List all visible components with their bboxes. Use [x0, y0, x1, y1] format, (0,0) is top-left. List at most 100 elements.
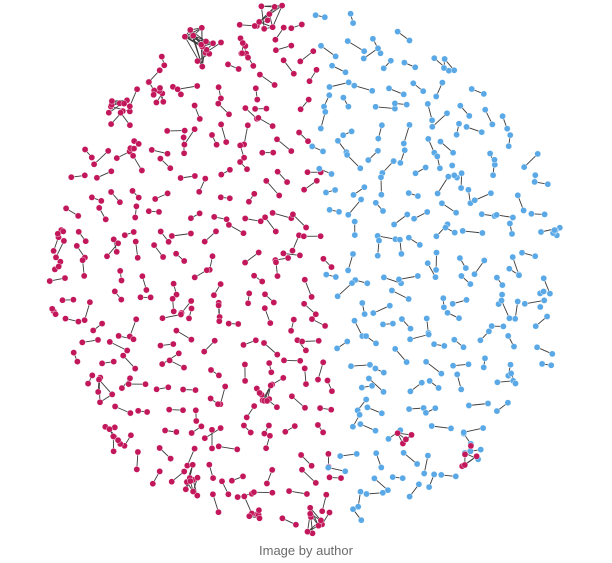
graph-node-72 — [468, 85, 476, 93]
graph-node-477 — [273, 351, 281, 358]
graph-node-660 — [209, 474, 217, 482]
graph-node-466 — [130, 335, 137, 343]
graph-node-495 — [504, 332, 512, 340]
graph-node-340 — [433, 249, 440, 256]
graph-node-456 — [488, 322, 496, 330]
graph-node-239 — [62, 205, 70, 212]
graph-node-392 — [118, 296, 125, 303]
graph-node-551 — [301, 365, 309, 372]
graph-node-330 — [296, 252, 304, 259]
graph-node-237 — [520, 207, 527, 214]
graph-node-190 — [356, 164, 364, 172]
graph-node-132 — [478, 128, 486, 136]
graph-node-746 — [130, 145, 138, 152]
graph-node-320 — [159, 253, 167, 261]
graph-node-786 — [461, 451, 469, 458]
graph-node-238 — [74, 212, 82, 220]
graph-node-5 — [287, 24, 295, 32]
graph-node-389 — [70, 296, 77, 304]
graph-node-524 — [422, 358, 430, 366]
graph-node-499 — [70, 349, 77, 356]
graph-node-563 — [453, 371, 461, 378]
graph-node-777 — [306, 510, 314, 518]
graph-node-98 — [424, 100, 432, 108]
graph-node-260 — [379, 207, 387, 215]
graph-node-567 — [507, 370, 515, 377]
graph-node-106 — [126, 121, 134, 129]
graph-node-342 — [456, 254, 464, 262]
graph-node-553 — [324, 377, 331, 384]
graph-node-280 — [130, 228, 137, 236]
graph-node-566 — [512, 380, 519, 387]
graph-node-196 — [436, 164, 444, 172]
graph-node-104 — [107, 120, 115, 128]
graph-node-517 — [314, 376, 322, 383]
graph-node-68 — [409, 80, 417, 87]
graph-node-584 — [327, 406, 335, 414]
graph-node-86 — [263, 105, 270, 112]
graph-node-438 — [234, 320, 242, 328]
graph-node-805 — [544, 180, 552, 188]
graph-node-575 — [192, 417, 200, 425]
graph-node-259 — [357, 196, 365, 203]
graph-node-126 — [406, 121, 413, 129]
graph-node-569 — [127, 409, 134, 417]
graph-node-418 — [463, 296, 470, 304]
graph-node-427 — [62, 315, 69, 322]
graph-node-429 — [89, 327, 97, 334]
graph-node-635 — [208, 426, 216, 434]
graph-node-244 — [155, 208, 163, 216]
graph-node-813 — [540, 288, 547, 295]
graph-node-264 — [423, 208, 431, 216]
graph-node-561 — [426, 377, 433, 385]
graph-node-807 — [531, 178, 538, 186]
graph-node-670 — [341, 467, 349, 475]
graph-node-73 — [480, 90, 488, 98]
graph-node-482 — [343, 338, 351, 345]
graph-node-316 — [103, 252, 111, 260]
graph-node-448 — [379, 321, 387, 328]
graph-node-587 — [362, 396, 370, 403]
graph-node-157 — [334, 137, 342, 145]
graph-node-623 — [447, 425, 455, 432]
graph-node-722 — [269, 23, 276, 31]
graph-node-257 — [335, 208, 343, 216]
graph-node-394 — [137, 293, 144, 301]
graph-node-742 — [238, 49, 246, 57]
graph-node-251 — [257, 217, 265, 225]
graph-node-672 — [371, 475, 378, 482]
graph-node-473 — [200, 348, 208, 355]
graph-node-186 — [304, 168, 311, 176]
graph-node-203 — [534, 150, 542, 158]
graph-node-59 — [256, 71, 264, 78]
graph-node-191 — [343, 151, 351, 159]
graph-node-333 — [328, 263, 335, 271]
graph-node-439 — [225, 320, 232, 327]
graph-node-395 — [147, 294, 154, 301]
graph-node-484 — [372, 340, 380, 347]
graph-node-683 — [218, 477, 226, 485]
graph-node-540 — [164, 383, 172, 391]
graph-node-182 — [243, 165, 251, 173]
graph-node-536 — [118, 384, 126, 392]
graph-node-151 — [258, 149, 266, 156]
graph-node-217 — [245, 198, 253, 205]
graph-node-317 — [114, 239, 122, 247]
graph-edge-383 — [184, 36, 207, 42]
network-graph-figure — [46, 2, 564, 537]
graph-node-421 — [498, 291, 506, 298]
graph-node-614 — [319, 429, 327, 436]
graph-node-277 — [82, 237, 89, 245]
graph-node-148 — [236, 142, 244, 149]
graph-node-757 — [110, 433, 117, 440]
graph-node-692 — [357, 488, 364, 496]
graph-node-393 — [111, 288, 119, 295]
graph-edge-424 — [98, 379, 113, 395]
graph-node-84 — [242, 104, 249, 112]
graph-node-723 — [278, 2, 286, 9]
graph-node-407 — [312, 310, 320, 318]
graph-node-58 — [271, 81, 278, 89]
graph-node-290 — [272, 228, 280, 235]
graph-node-307 — [459, 227, 467, 235]
graph-node-663 — [228, 477, 236, 485]
